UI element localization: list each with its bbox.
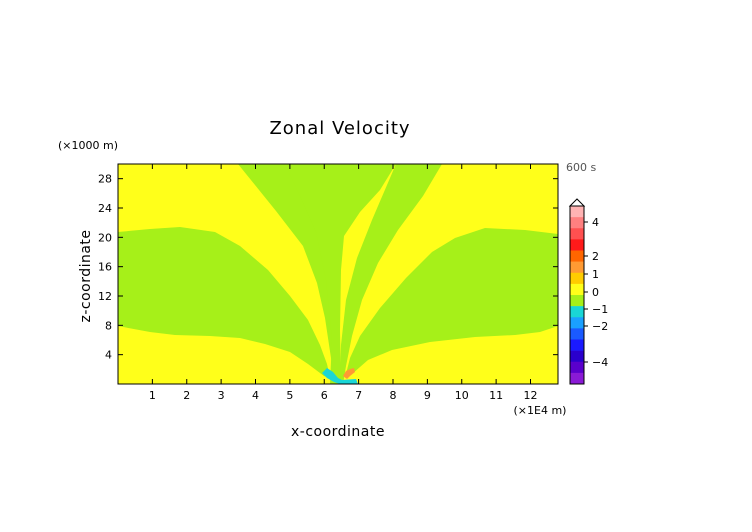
colorbar-cell: [570, 317, 584, 329]
y-tick-label: 24: [98, 202, 112, 215]
colorbar-tick-label: −1: [592, 303, 608, 316]
colorbar-cell: [570, 350, 584, 363]
region-right-upper: [340, 164, 442, 384]
y-unit-label: (×1000 m): [58, 139, 118, 152]
time-label: 600 s: [566, 161, 596, 174]
x-tick-label: 1: [149, 389, 156, 402]
y-tick-label: 12: [98, 290, 112, 303]
region-central: [285, 164, 396, 384]
region-positive-orange: [343, 368, 355, 379]
x-tick-label: 2: [183, 389, 190, 402]
y-tick-label: 8: [105, 319, 112, 332]
y-tick-label: 28: [98, 173, 112, 186]
colorbar: 4 2 1 0 −1 −2 −4: [568, 198, 608, 385]
colorbar-cell: [570, 261, 584, 274]
x-tick-label: 4: [252, 389, 259, 402]
colorbar-overflow-arrow: [568, 198, 586, 207]
colorbar-tick-label: −4: [592, 356, 608, 369]
x-tick-label: 3: [218, 389, 225, 402]
colorbar-cell: [570, 372, 584, 385]
x-tick-label: 10: [455, 389, 469, 402]
x-tick-label: 7: [355, 389, 362, 402]
colorbar-cell: [570, 339, 584, 351]
colorbar-cell: [570, 361, 584, 374]
colorbar-cell: [570, 272, 584, 285]
x-tick-label: 5: [286, 389, 293, 402]
colorbar-cell: [570, 283, 584, 296]
colorbar-cell: [570, 217, 584, 229]
colorbar-cell: [570, 328, 584, 340]
colorbar-tick-label: −2: [592, 320, 608, 333]
y-tick-label: 16: [98, 261, 112, 274]
y-axis: 4 8 12 16 20 24 28: [98, 173, 558, 362]
colorbar-cell: [570, 295, 584, 307]
x-tick-label: 8: [390, 389, 397, 402]
colorbar-frame: [569, 205, 585, 385]
colorbar-cell: [570, 206, 584, 218]
x-axis: 1 2 3 4 5 6 7 8 9 10 11 12: [149, 164, 538, 402]
x-axis-title: x-coordinate: [291, 424, 385, 440]
region-left-lower: [118, 227, 330, 378]
region-negative-cyan: [322, 368, 358, 384]
x-tick-label: 12: [524, 389, 538, 402]
x-unit-label: (×1E4 m): [514, 404, 567, 417]
colorbar-tick-label: 4: [592, 216, 599, 229]
colorbar-cell: [570, 250, 584, 262]
colorbar-tick-label: 2: [592, 250, 599, 263]
colorbar-cell: [570, 239, 584, 251]
plot-frame: [117, 163, 559, 385]
y-tick-label: 20: [98, 231, 112, 244]
x-tick-label: 6: [321, 389, 328, 402]
region-right-lower: [346, 228, 558, 374]
x-tick-label: 9: [424, 389, 431, 402]
chart-title: Zonal Velocity: [269, 118, 410, 139]
colorbar-tick-label: 0: [592, 286, 599, 299]
y-axis-title: z-coordinate: [78, 229, 94, 322]
x-tick-label: 11: [489, 389, 503, 402]
colorbar-cell: [570, 306, 584, 318]
colorbar-tick-label: 1: [592, 268, 599, 281]
y-tick-label: 4: [105, 349, 112, 362]
contour-field: [118, 164, 558, 384]
colorbar-cell: [570, 228, 584, 240]
